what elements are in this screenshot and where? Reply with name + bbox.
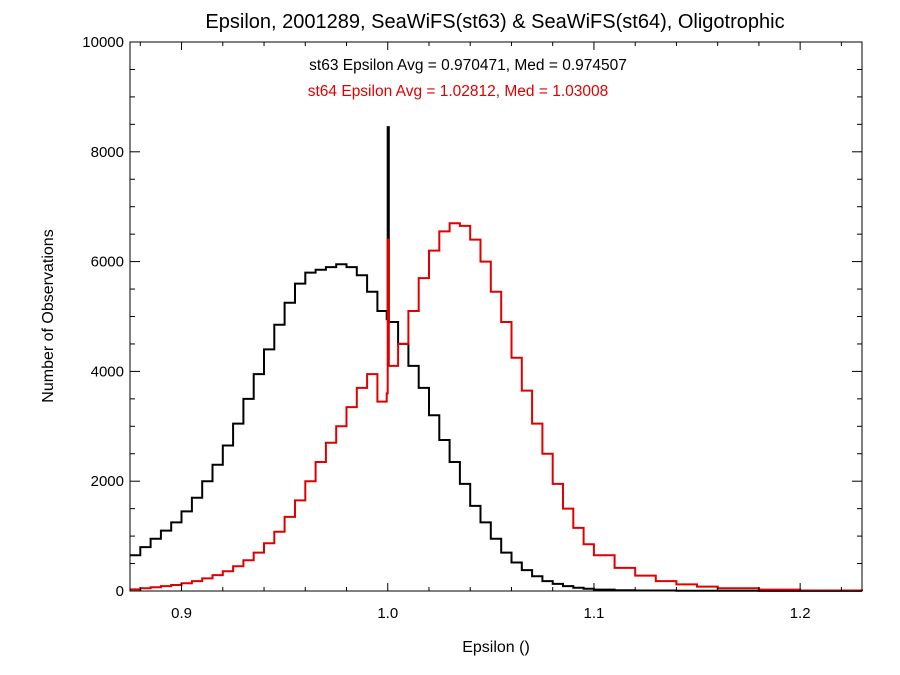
y-tick-label: 10000 [82, 34, 124, 51]
x-axis-label: Epsilon () [462, 639, 530, 656]
series-line-2 [130, 222, 863, 592]
chart-title: Epsilon, 2001289, SeaWiFS(st63) & SeaWiF… [205, 11, 784, 33]
y-tick-label: 6000 [91, 254, 124, 271]
x-tick-label: 1.1 [584, 605, 605, 622]
x-tick-label: 0.9 [171, 605, 192, 622]
x-axis: 0.9 1.0 1.1 1.2 [139, 42, 842, 622]
plot-frame [129, 41, 863, 592]
annotation-st64: st64 Epsilon Avg = 1.02812, Med = 1.0300… [308, 83, 608, 100]
y-axis-label: Number of Observations [40, 229, 57, 402]
y-tick-label: 8000 [91, 144, 124, 161]
series-line-1 [130, 126, 863, 592]
x-tick-label: 1.2 [790, 605, 811, 622]
x-tick-label: 1.0 [377, 605, 398, 622]
plot-area [130, 126, 863, 592]
y-tick-label: 4000 [91, 363, 124, 380]
y-tick-label: 2000 [91, 473, 124, 490]
y-axis: 0 2000 4000 6000 8000 10000 [82, 34, 862, 600]
annotation-st63: st63 Epsilon Avg = 0.970471, Med = 0.974… [309, 57, 627, 74]
y-tick-label: 0 [116, 583, 124, 600]
